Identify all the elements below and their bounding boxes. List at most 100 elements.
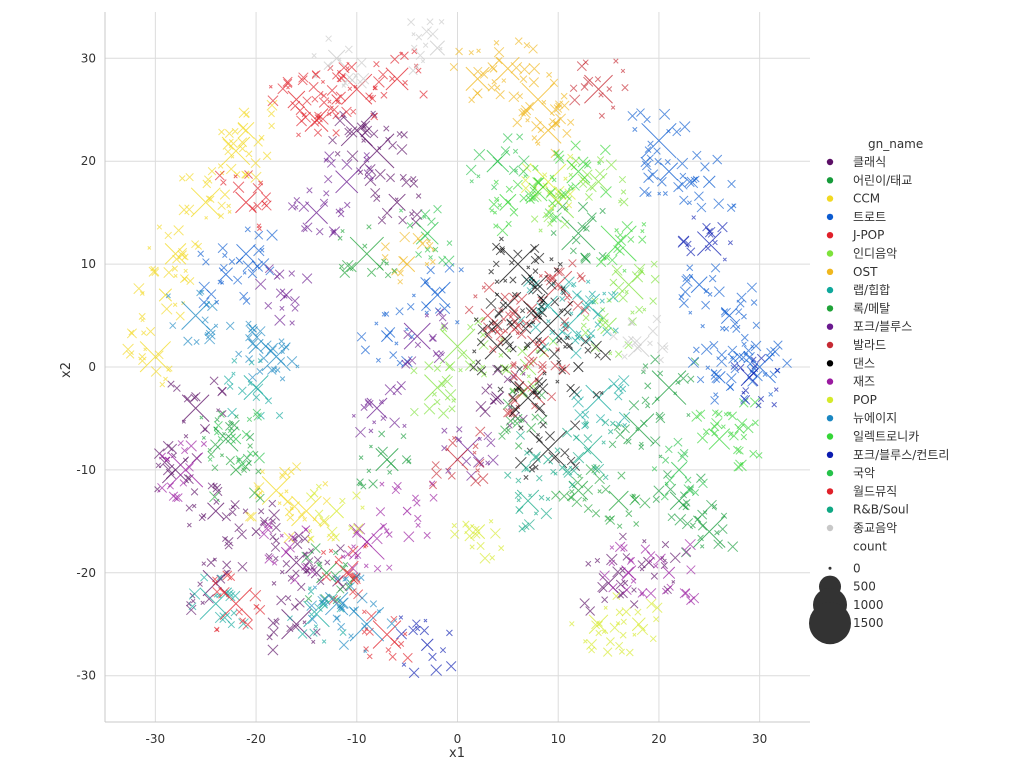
scatter-point: [710, 368, 722, 380]
scatter-point: [528, 44, 538, 54]
scatter-point: [468, 96, 475, 104]
scatter-point: [147, 246, 152, 250]
scatter-point: [538, 273, 543, 278]
scatter-point: [559, 317, 570, 327]
scatter-point: [319, 594, 331, 606]
scatter-point: [310, 118, 320, 127]
scatter-point: [583, 504, 593, 514]
scatter-point: [338, 639, 349, 651]
legend-marker: [826, 268, 834, 275]
scatter-point: [388, 652, 397, 661]
scatter-point: [602, 291, 607, 296]
scatter-point: [473, 66, 483, 77]
scatter-point: [435, 308, 444, 317]
scatter-point: [272, 537, 280, 544]
scatter-point: [616, 523, 623, 529]
scatter-point: [710, 422, 720, 432]
scatter-point: [544, 303, 550, 309]
scatter-point: [366, 397, 388, 419]
scatter-point: [546, 187, 556, 197]
scatter-point: [221, 512, 232, 522]
scatter-point: [582, 497, 587, 502]
scatter-point: [328, 135, 337, 145]
scatter-point: [556, 359, 562, 365]
scatter-point: [169, 322, 177, 330]
scatter-point: [688, 310, 693, 315]
scatter-point: [509, 276, 517, 284]
scatter-point: [627, 110, 638, 121]
scatter-point: [403, 322, 431, 350]
scatter-point: [504, 471, 512, 479]
scatter-point: [389, 351, 398, 360]
scatter-point: [216, 408, 221, 413]
scatter-point: [371, 532, 383, 545]
scatter-point: [344, 201, 351, 209]
scatter-point: [515, 442, 523, 450]
scatter-point: [598, 112, 605, 119]
scatter-point: [502, 398, 514, 410]
scatter-point: [557, 261, 563, 267]
scatter-point: [279, 305, 285, 311]
scatter-point: [571, 235, 581, 245]
scatter-point: [615, 608, 624, 617]
scatter-point: [354, 555, 359, 560]
scatter-point: [385, 647, 392, 653]
scatter-point: [315, 227, 324, 236]
scatter-point: [515, 477, 522, 484]
scatter-point: [501, 78, 507, 83]
scatter-point: [621, 84, 629, 92]
legend-label: 클래식: [853, 155, 886, 169]
scatter-point: [324, 175, 333, 184]
scatter-point: [722, 257, 727, 262]
scatter-point: [639, 566, 645, 572]
scatter-point: [269, 627, 279, 637]
scatter-point: [326, 85, 338, 96]
scatter-point: [572, 434, 580, 441]
scatter-point: [251, 260, 264, 272]
scatter-point: [224, 148, 232, 156]
scatter-point: [561, 216, 596, 251]
scatter-point: [290, 100, 301, 111]
scatter-point: [412, 619, 421, 628]
scatter-point: [572, 396, 584, 408]
scatter-point: [713, 198, 725, 210]
scatter-point: [593, 463, 605, 475]
scatter-point: [727, 541, 739, 553]
scatter-point: [360, 403, 368, 411]
scatter-point: [662, 456, 670, 464]
scatter-point: [546, 71, 553, 78]
legend-label: J-POP: [852, 228, 884, 242]
scatter-point: [344, 45, 353, 54]
scatter-point: [488, 320, 495, 326]
scatter-point: [342, 79, 349, 87]
scatter-point: [712, 154, 723, 165]
scatter-point: [248, 372, 257, 382]
scatter-point: [617, 231, 624, 239]
scatter-point: [658, 454, 663, 459]
scatter-point: [429, 493, 438, 502]
scatter-point: [592, 308, 604, 320]
scatter-point: [213, 421, 223, 430]
scatter-point: [401, 177, 412, 188]
scatter-point: [283, 531, 295, 544]
scatter-point: [715, 410, 723, 418]
scatter-point: [474, 90, 481, 97]
scatter-point: [493, 46, 505, 58]
scatter-point: [312, 585, 318, 590]
scatter-point: [696, 231, 722, 256]
scatter-point: [743, 422, 754, 434]
scatter-point: [261, 522, 273, 535]
legend-size-marker: [809, 602, 851, 645]
scatter-point: [598, 312, 609, 323]
legend-label: 국악: [853, 466, 875, 480]
scatter-point: [279, 533, 284, 538]
scatter-point: [629, 600, 639, 609]
scatter-point: [231, 371, 236, 376]
scatter-point: [282, 76, 293, 87]
scatter-point: [514, 37, 523, 46]
scatter-point: [151, 268, 160, 277]
scatter-point: [615, 245, 625, 256]
scatter-point: [751, 362, 759, 370]
scatter-point: [372, 420, 377, 425]
scatter-point: [327, 105, 334, 112]
